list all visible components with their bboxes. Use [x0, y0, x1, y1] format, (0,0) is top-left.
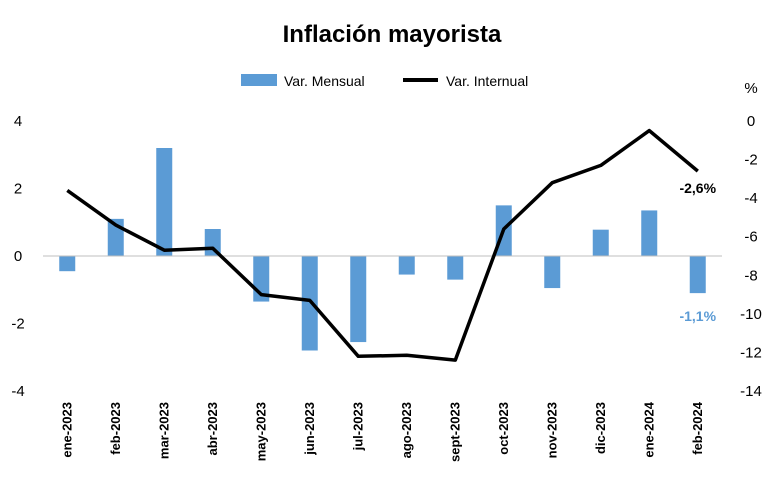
- left-tick-label: -4: [11, 383, 24, 400]
- left-tick-label: 4: [14, 113, 22, 130]
- category-label: sept-2023: [447, 402, 462, 462]
- bar-feb-2024: [689, 256, 706, 294]
- bar-mar-2023: [156, 148, 173, 256]
- line-series: [66, 128, 699, 362]
- right-tick-label: -12: [740, 344, 762, 361]
- right-tick-label: 0: [747, 113, 755, 130]
- right-tick-label: -2: [744, 152, 757, 169]
- category-label: jun-2023: [302, 402, 317, 456]
- bar-nov-2023: [544, 256, 561, 289]
- left-tick-label: -2: [11, 316, 24, 333]
- category-label: feb-2023: [108, 402, 123, 455]
- left-axis-ticks: 4 2 0 -2 -4: [11, 113, 24, 400]
- line-interanual: [66, 128, 699, 362]
- right-tick-label: -10: [740, 306, 762, 323]
- bar-ene-2023: [59, 256, 76, 272]
- bar-jun-2023: [301, 256, 318, 351]
- category-label: mar-2023: [156, 402, 171, 459]
- category-label: may-2023: [253, 402, 268, 461]
- category-label: ene-2023: [59, 402, 74, 458]
- legend-label-mensual: Var. Mensual: [284, 73, 365, 89]
- annotation-label: -2,6%: [679, 180, 716, 196]
- legend: Var. Mensual Var. Internual: [241, 73, 528, 89]
- annotations: -2,6% -1,1%: [679, 180, 716, 324]
- bar-sept-2023: [447, 256, 464, 280]
- category-label: feb-2024: [690, 401, 705, 455]
- category-label: ago-2023: [399, 402, 414, 458]
- bar-ene-2024: [641, 210, 658, 256]
- left-tick-label: 0: [14, 248, 22, 265]
- right-tick-label: -14: [740, 383, 762, 400]
- annotation-label: -1,1%: [679, 308, 716, 324]
- right-axis-ticks: 0 -2 -4 -6 -8 -10 -12 -14: [740, 113, 762, 400]
- right-tick-label: -6: [744, 229, 757, 246]
- category-label: oct-2023: [496, 402, 511, 455]
- category-label: abr-2023: [205, 402, 220, 455]
- bar-dic-2023: [592, 229, 609, 256]
- left-tick-label: 2: [14, 181, 22, 198]
- category-label: jul-2023: [350, 402, 365, 451]
- right-axis-unit: %: [744, 80, 757, 97]
- right-tick-label: -4: [744, 190, 757, 207]
- category-label: nov-2023: [544, 402, 559, 458]
- legend-label-interanual: Var. Internual: [446, 73, 528, 89]
- right-tick-label: -8: [744, 267, 757, 284]
- legend-swatch-mensual: [241, 74, 277, 86]
- category-labels: ene-2023 feb-2023 mar-2023 abr-2023 may-2023…: [59, 401, 705, 462]
- bar-series: [59, 148, 706, 351]
- bar-jul-2023: [350, 256, 367, 343]
- category-label: ene-2024: [641, 401, 656, 457]
- category-label: dic-2023: [593, 402, 608, 454]
- chart-title: Inflación mayorista: [283, 21, 502, 48]
- bar-ago-2023: [398, 256, 415, 275]
